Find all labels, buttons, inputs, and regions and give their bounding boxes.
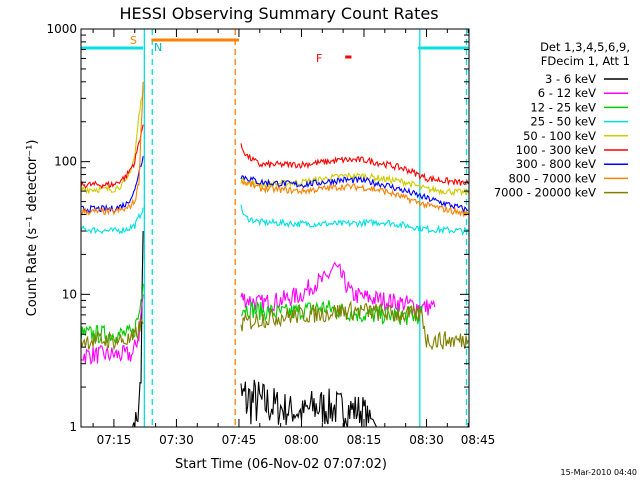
- legend-label-4: 25 - 50 keV: [530, 115, 596, 129]
- series-line-4-seg-2: [240, 204, 469, 236]
- series-line-5-seg-1: [80, 87, 144, 195]
- x-tick-label-6: 08:30: [409, 433, 444, 447]
- plot-area: [80, 29, 469, 428]
- legend-label-5: 50 - 100 keV: [523, 129, 596, 143]
- x-axis-label: Start Time (06-Nov-02 07:07:02): [175, 457, 387, 472]
- chart-title: HESSI Observing Summary Count Rates: [119, 4, 438, 23]
- legend-label-6: 100 - 300 keV: [516, 143, 596, 157]
- series-line-7-seg-2: [240, 175, 469, 214]
- series-line-7-seg-1: [80, 156, 144, 213]
- x-tick-label-3: 07:45: [222, 433, 257, 447]
- y-axis-label: Count Rate (s⁻¹ detector⁻¹): [25, 140, 40, 317]
- series-line-1-seg-2: [240, 379, 385, 428]
- series-line-9-seg-1: [80, 317, 144, 351]
- x-axis-ticks: 07:15 07:30 07:45 08:00 08:15 08:30 08:45: [92, 29, 496, 447]
- flag-label-f: F: [316, 52, 322, 65]
- y-axis-ticks: 1 10 100 1000: [46, 22, 469, 434]
- series-line-6-seg-2: [240, 143, 469, 186]
- footer-date: 15-Mar-2010 04:40: [561, 468, 638, 477]
- x-tick-label-5: 08:15: [347, 433, 382, 447]
- series-line-8-seg-2: [240, 179, 469, 217]
- series-line-9-seg-2: [240, 300, 469, 351]
- y-tick-label-4: 1000: [46, 22, 77, 36]
- series-line-5-seg-2: [240, 172, 469, 197]
- legend-label-2: 6 - 12 keV: [538, 86, 596, 100]
- flags: S N F: [80, 34, 469, 65]
- y-tick-label-2: 10: [62, 287, 77, 301]
- plot-frame: [80, 28, 470, 428]
- x-tick-label-7: 08:45: [461, 433, 496, 447]
- series-line-2-seg-2: [240, 261, 436, 316]
- legend-title-line-1: Det 1,3,4,5,6,9,: [540, 40, 630, 54]
- legend-label-9: 7000 - 20000 keV: [494, 186, 596, 200]
- legend-label-8: 800 - 7000 keV: [508, 171, 596, 185]
- x-tick-label-4: 08:00: [284, 433, 319, 447]
- legend-title-line-2: FDecim 1, Att 1: [541, 54, 630, 68]
- series-line-2-seg-1: [80, 294, 144, 365]
- legend-label-7: 300 - 800 keV: [516, 157, 596, 171]
- series-line-4-seg-1: [80, 207, 144, 235]
- legend-label-1: 3 - 6 keV: [545, 72, 596, 86]
- flag-label-s: S: [130, 34, 137, 47]
- legend-label-3: 12 - 25 keV: [530, 100, 596, 114]
- series-line-6-seg-1: [80, 124, 144, 190]
- series-line-8-seg-1: [80, 81, 144, 216]
- x-tick-label-1: 07:15: [97, 433, 132, 447]
- flag-label-n: N: [154, 41, 162, 54]
- y-tick-label-1: 1: [69, 420, 77, 434]
- y-tick-label-3: 100: [54, 155, 77, 169]
- x-tick-label-2: 07:30: [159, 433, 194, 447]
